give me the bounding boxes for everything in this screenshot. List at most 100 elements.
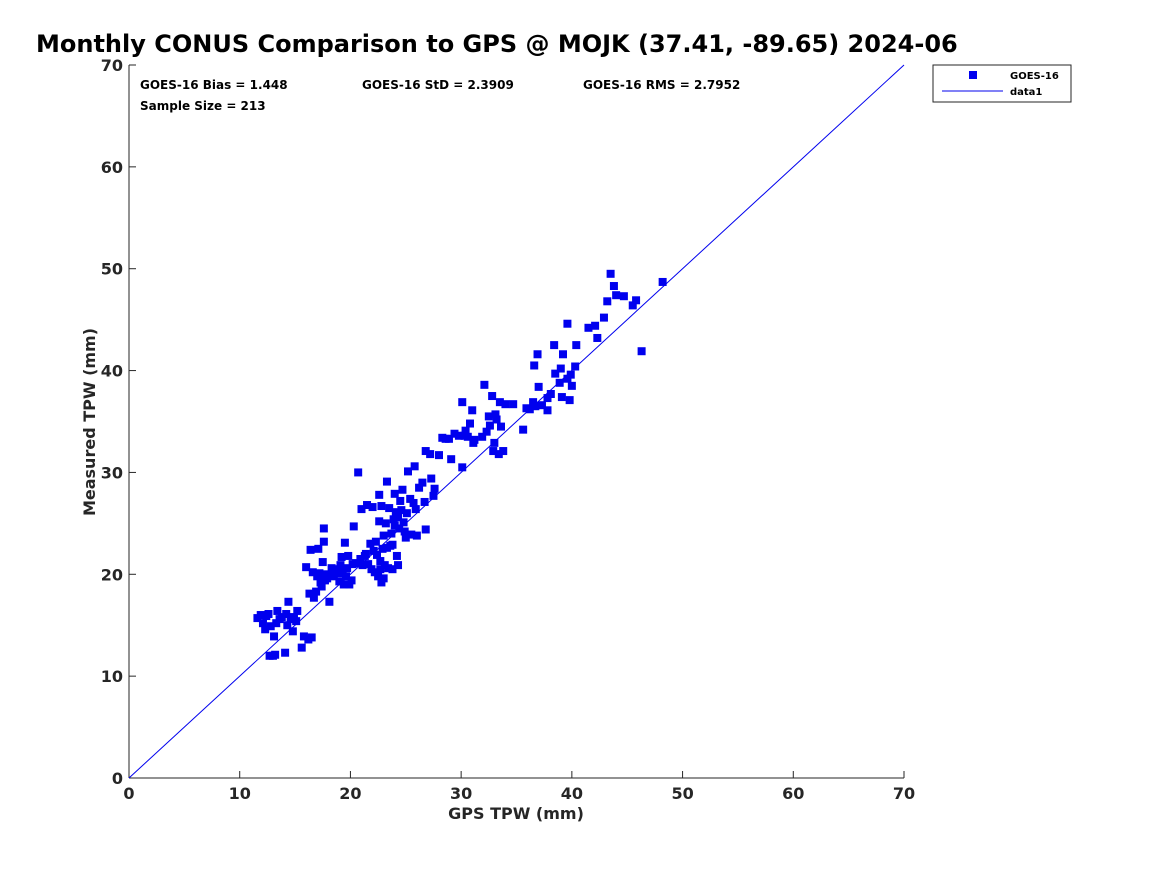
data-point [492,415,501,424]
data-point [628,301,637,310]
data-point [357,505,366,514]
data-point [533,350,542,359]
data-point [637,347,646,356]
data-point [292,617,301,626]
data-point [550,341,559,350]
data-point [537,401,546,410]
data-point [484,412,493,421]
data-point [411,505,420,514]
data1-line [128,64,905,779]
y-tick-label: 40 [101,362,123,381]
data-point [565,396,574,405]
data-point [281,648,290,657]
data-point [392,551,401,560]
data-point [347,576,356,585]
data-point [402,509,411,518]
data-point [288,627,297,636]
data-point [385,504,394,513]
data-point [400,527,409,536]
data-point [599,313,608,322]
data-point [593,333,602,342]
rms-annotation: GOES-16 RMS = 2.7952 [583,78,740,92]
y-tick-label: 0 [112,769,123,788]
data-point [315,569,324,578]
data-point [270,632,279,641]
data-point [407,530,416,539]
data-point [375,517,384,526]
y-axis-ticks: 0 10 20 30 40 50 60 70 [101,56,136,788]
x-tick-label: 10 [229,784,251,803]
data-point [397,506,406,515]
data-point [509,400,518,409]
x-axis-ticks: 0 10 20 30 40 50 60 70 [123,771,915,803]
data-point [394,513,403,522]
data-point [344,551,353,560]
data-point [388,565,397,574]
data-point [543,406,552,415]
data-point [490,438,499,447]
data-point [299,632,308,641]
x-tick-label: 0 [123,784,134,803]
data-point [302,563,311,572]
data-point [306,545,315,554]
reference-line-group [128,64,905,779]
data-point [318,558,327,567]
data-point [415,483,424,492]
data-point [571,362,580,371]
data-point [374,572,383,581]
data-point [555,378,564,387]
data-point [454,431,463,440]
data-point [308,568,317,577]
data-point [401,533,410,542]
data-point [354,468,363,477]
data-point [375,490,384,499]
x-tick-label: 70 [893,784,915,803]
data-point [529,398,538,407]
data-point [563,374,572,383]
x-tick-label: 20 [339,784,361,803]
data-point [336,561,345,570]
data-point [366,539,375,548]
legend-label-data1: data1 [1010,87,1042,98]
y-tick-label: 70 [101,56,123,75]
data-point [470,435,479,444]
scatter-points-group [253,269,667,660]
data-point [497,422,505,431]
data-point [378,544,387,553]
data-point [418,478,427,487]
data-point [316,578,325,587]
data-point [339,580,348,589]
chart-title: Monthly CONUS Comparison to GPS @ MOJK (… [36,30,958,58]
data-point [272,619,281,628]
data-point [289,613,298,622]
data-point [327,564,336,573]
data-point [412,531,421,540]
data-point [421,525,430,534]
y-axis-label: Measured TPW (mm) [80,328,99,516]
data-point [323,574,332,583]
data-point [566,370,575,379]
data-point [266,622,275,631]
data-point [335,577,344,586]
legend-box [932,64,1072,103]
data-point [430,484,439,493]
data-point [546,389,555,398]
data-point [282,610,291,619]
stats-annotations: GOES-16 Bias = 1.448 GOES-16 StD = 2.390… [140,78,740,113]
data-point [480,380,489,389]
data-point [591,321,600,330]
data-point [319,537,328,546]
y-tick-label: 10 [101,667,123,686]
x-tick-label: 50 [671,784,693,803]
data-point [461,426,470,435]
data-point [284,597,293,606]
data-point [322,570,331,579]
data-point [556,364,565,373]
data-point [632,296,641,305]
data-point [478,432,487,441]
data-point [559,350,567,359]
data-point [343,564,352,573]
data-point [409,498,418,507]
data-point [364,560,373,569]
data-point [271,650,280,659]
